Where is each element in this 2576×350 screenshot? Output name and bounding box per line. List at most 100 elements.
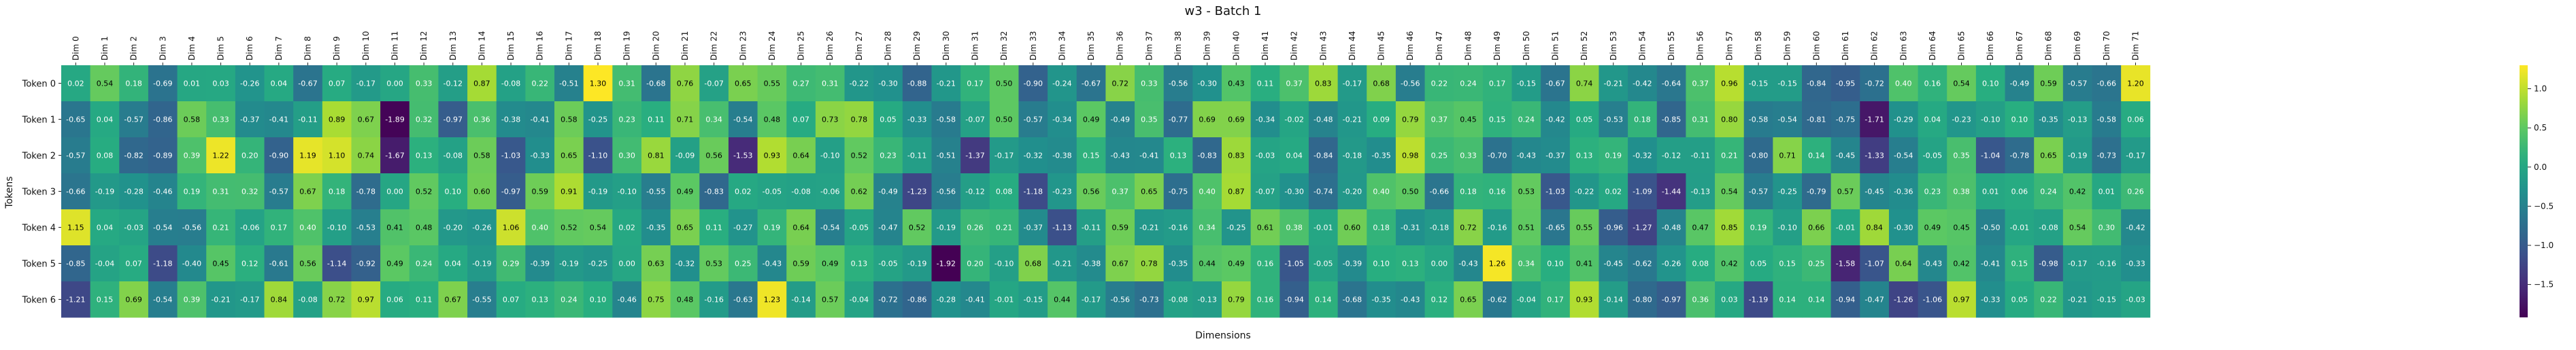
cell-value-label: 0.15 [97, 296, 114, 304]
heatmap-cell [1569, 173, 1599, 210]
cell-value-label: 0.13 [416, 152, 433, 160]
cell-value-label: -0.48 [1662, 224, 1681, 232]
cell-value-label: -0.23 [1952, 116, 1971, 124]
cell-value-label: 0.24 [1518, 116, 1535, 124]
cell-value-label: -0.17 [2126, 152, 2145, 160]
cell-value-label: -0.84 [1314, 152, 1333, 160]
x-tick-label: Dim 57 [1724, 31, 1734, 60]
heatmap-cell [699, 137, 729, 174]
cell-value-label: -0.35 [2039, 116, 2058, 124]
heatmap-cell [496, 173, 526, 210]
x-tick-label: Dim 52 [1579, 31, 1589, 60]
cell-value-label: 0.10 [1373, 260, 1390, 268]
cell-value-label: -0.56 [1110, 296, 1129, 304]
cell-value-label: -0.29 [1894, 116, 1913, 124]
heatmap-cell [90, 281, 120, 318]
cell-value-label: -0.62 [1633, 260, 1652, 268]
heatmap-cell [1860, 65, 1890, 102]
heatmap-cell [1802, 137, 1832, 174]
cell-value-label: 1.10 [329, 152, 346, 160]
heatmap-cell [119, 101, 149, 138]
heatmap-cell [2005, 281, 2035, 318]
cell-value-label: 0.56 [1083, 188, 1100, 196]
cell-value-label: -0.03 [1256, 152, 1275, 160]
heatmap-cell [1569, 245, 1599, 282]
heatmap-cell [1628, 281, 1658, 318]
heatmap-cell [902, 209, 932, 246]
heatmap-cell [177, 137, 207, 174]
cell-value-label: -0.05 [1314, 260, 1333, 268]
cell-value-label: -0.21 [1604, 80, 1623, 88]
heatmap-cell [351, 209, 381, 246]
cell-value-label: -0.25 [588, 260, 607, 268]
heatmap-cell [1279, 101, 1309, 138]
cell-value-label: 0.53 [705, 260, 722, 268]
cell-value-label: 0.41 [1576, 260, 1593, 268]
x-tick-label: Dim 30 [941, 31, 951, 60]
cell-value-label: -0.57 [124, 116, 143, 124]
heatmap-cell [1048, 137, 1077, 174]
heatmap-cell [409, 65, 439, 102]
heatmap-cell [1076, 173, 1106, 210]
heatmap-cell [670, 101, 700, 138]
heatmap-cell [1511, 281, 1541, 318]
heatmap-cell [2121, 137, 2151, 174]
cell-value-label: 0.11 [1257, 80, 1274, 88]
heatmap-cell [1308, 209, 1338, 246]
cell-value-label: -0.67 [298, 80, 317, 88]
heatmap-cell [873, 137, 903, 174]
cell-value-label: 0.66 [1808, 224, 1825, 232]
heatmap-cell [496, 245, 526, 282]
heatmap-cell [960, 65, 990, 102]
cell-value-label: 0.53 [1518, 188, 1535, 196]
cell-value-label: -0.09 [675, 152, 695, 160]
cell-value-label: -0.83 [1197, 152, 1216, 160]
heatmap-cell [757, 173, 787, 210]
cell-value-label: 0.33 [1460, 152, 1477, 160]
heatmap-cell [177, 245, 207, 282]
heatmap-cell [1773, 137, 1803, 174]
cell-value-label: 0.87 [1228, 188, 1245, 196]
heatmap-cell [1628, 173, 1658, 210]
cell-value-label: 0.19 [764, 224, 781, 232]
x-tick-label: Dim 56 [1696, 31, 1705, 60]
x-tick-label: Dim 48 [1464, 31, 1473, 60]
cell-value-label: 0.39 [184, 152, 201, 160]
cell-value-label: 0.59 [531, 188, 548, 196]
heatmap-cell [1888, 65, 1918, 102]
cell-value-label: 0.50 [996, 80, 1013, 88]
heatmap-cell [2034, 137, 2064, 174]
cell-value-label: -0.26 [472, 224, 491, 232]
cell-value-label: -0.47 [878, 224, 897, 232]
cell-value-label: 0.37 [1692, 80, 1709, 88]
cell-value-label: -0.53 [356, 224, 375, 232]
cell-value-label: -0.30 [1894, 224, 1913, 232]
cell-value-label: -1.37 [965, 152, 984, 160]
heatmap-cell [380, 65, 410, 102]
cell-value-label: -1.13 [1052, 224, 1071, 232]
x-tick-label: Dim 24 [767, 31, 777, 60]
cell-value-label: 0.34 [1518, 260, 1535, 268]
cell-value-label: -0.88 [907, 80, 926, 88]
heatmap-cell [380, 173, 410, 210]
cell-value-label: 0.11 [705, 224, 722, 232]
heatmap-cell [351, 101, 381, 138]
heatmap-cell [119, 245, 149, 282]
cell-value-label: -0.54 [1777, 116, 1796, 124]
cell-value-label: 0.59 [2040, 80, 2057, 88]
heatmap-cell [1773, 65, 1803, 102]
cell-value-label: 0.67 [358, 116, 375, 124]
x-tick-label: Dim 36 [1116, 31, 1125, 60]
cell-value-label: 0.79 [1402, 116, 1419, 124]
cell-value-label: 0.45 [1460, 116, 1477, 124]
heatmap-cell [1192, 245, 1222, 282]
heatmap-cell [1511, 65, 1541, 102]
heatmap-cell [1367, 245, 1396, 282]
cell-value-label: -0.67 [1545, 80, 1565, 88]
cell-value-label: 0.19 [1605, 152, 1622, 160]
cell-value-label: -0.02 [1284, 116, 1303, 124]
cell-value-label: -0.65 [66, 116, 85, 124]
chart-title: w3 - Batch 1 [1184, 4, 1261, 18]
heatmap-cell [989, 173, 1019, 210]
cell-value-label: -0.73 [2097, 152, 2116, 160]
